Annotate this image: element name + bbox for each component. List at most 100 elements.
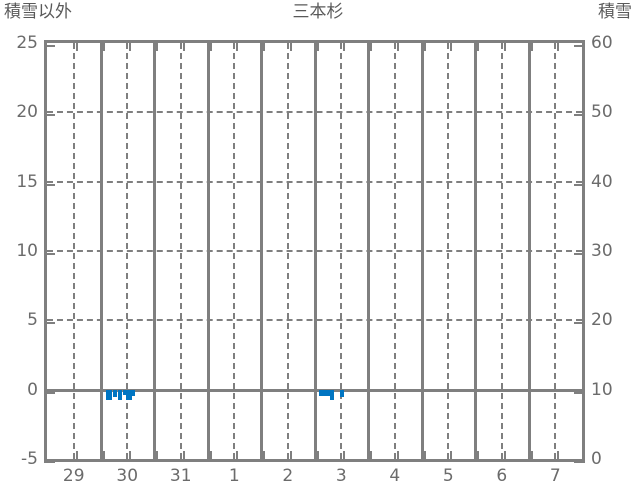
top-axis-tick	[503, 40, 506, 51]
top-axis-tick	[289, 40, 292, 51]
bottom-axis-tick	[370, 451, 372, 462]
day-boundary-gridline	[420, 43, 424, 459]
day-boundary-gridline	[474, 43, 477, 459]
bottom-axis-tick	[75, 451, 78, 462]
top-axis-tick	[129, 40, 132, 51]
plot-inner	[47, 43, 582, 459]
bar	[324, 389, 329, 396]
x-tick-label: 6	[496, 466, 508, 486]
bar	[117, 389, 122, 400]
midday-gridline	[179, 43, 182, 459]
bottom-axis-tick	[156, 451, 158, 462]
top-axis-tick	[263, 40, 265, 51]
bar	[319, 389, 324, 396]
midday-gridline	[500, 43, 503, 459]
bar	[107, 389, 112, 400]
x-tick-label: 3	[335, 466, 347, 486]
bottom-axis-tick	[263, 451, 265, 462]
right-y-tick-label: 50	[591, 102, 613, 123]
bottom-axis-tick	[182, 451, 185, 462]
left-axis-title: 積雪以外	[4, 2, 72, 22]
right-axis-tick	[574, 253, 585, 255]
top-axis-tick	[530, 40, 533, 51]
left-axis-tick	[44, 183, 55, 186]
left-axis-tick	[44, 114, 55, 117]
left-axis-tick	[44, 322, 55, 325]
x-tick-label: 30	[116, 466, 139, 486]
bottom-axis-tick	[450, 451, 453, 462]
bar	[123, 389, 128, 395]
day-boundary-gridline	[527, 43, 531, 459]
bar	[112, 389, 117, 398]
left-axis-tick	[44, 461, 55, 463]
midday-gridline	[393, 43, 396, 459]
x-tick-label: 5	[442, 466, 454, 486]
day-boundary-gridline	[313, 43, 317, 459]
day-boundary-gridline	[99, 43, 103, 459]
right-y-tick-label: 60	[591, 33, 613, 53]
bar	[128, 389, 133, 400]
left-y-tick-label: 5	[27, 310, 38, 331]
x-tick-label: 1	[228, 466, 240, 486]
right-y-tick-label: 20	[591, 310, 613, 331]
midday-gridline	[72, 43, 75, 459]
top-axis-tick	[182, 40, 185, 51]
right-y-tick-label: 40	[591, 171, 613, 192]
x-tick-label: 7	[549, 466, 561, 486]
left-axis-tick	[44, 45, 55, 47]
top-axis-tick	[236, 40, 239, 51]
bottom-axis-tick	[477, 451, 479, 462]
top-axis-tick	[102, 40, 105, 51]
left-y-tick-label: -5	[21, 449, 38, 469]
x-tick-label: 4	[389, 466, 401, 486]
left-y-tick-label: 25	[16, 33, 38, 53]
day-boundary-gridline	[260, 43, 263, 459]
bar	[105, 389, 110, 400]
right-axis-tick	[574, 322, 585, 325]
midday-gridline	[447, 43, 450, 459]
bar	[130, 389, 135, 397]
day-boundary-gridline	[153, 43, 156, 459]
midday-gridline	[340, 43, 343, 459]
top-axis-tick	[209, 40, 212, 51]
bottom-axis-tick	[236, 451, 239, 462]
right-axis-tick	[574, 45, 585, 47]
midday-gridline	[126, 43, 129, 459]
chart-title: 三本杉	[292, 2, 344, 22]
right-axis-title: 積雪	[598, 2, 632, 22]
top-axis-tick	[423, 40, 426, 51]
x-tick-label: 29	[62, 466, 85, 486]
right-axis-tick	[574, 461, 585, 463]
top-axis-tick	[316, 40, 319, 51]
left-y-tick-label: 20	[16, 102, 38, 123]
x-tick-label: 2	[282, 466, 294, 486]
midday-gridline	[233, 43, 236, 459]
left-y-tick-label: 15	[16, 171, 38, 192]
bottom-axis-tick	[129, 451, 132, 462]
top-axis-tick	[156, 40, 158, 51]
top-axis-tick	[75, 40, 78, 51]
bar	[330, 389, 335, 401]
left-axis-tick	[44, 253, 55, 255]
left-y-tick-label: 0	[27, 379, 38, 400]
right-y-tick-label: 30	[591, 241, 613, 261]
bottom-axis-tick	[557, 451, 560, 462]
bar	[339, 389, 344, 397]
left-y-axis-tick-labels: 25 20 15 10 5 0 -5	[0, 0, 38, 501]
bar	[321, 389, 326, 396]
right-y-axis-tick-labels: 60 50 40 30 20 10 0	[591, 0, 636, 501]
top-axis-tick	[343, 40, 346, 51]
right-y-tick-label: 10	[591, 379, 613, 400]
bottom-axis-tick	[209, 451, 212, 462]
bar	[126, 389, 131, 400]
left-axis-tick	[44, 391, 55, 394]
midday-gridline	[286, 43, 289, 459]
bottom-axis-tick	[343, 451, 346, 462]
bottom-axis-tick	[396, 451, 399, 462]
x-tick-label: 31	[169, 466, 192, 486]
top-axis-tick	[370, 40, 372, 51]
top-axis-tick	[396, 40, 399, 51]
right-axis-tick	[574, 114, 585, 117]
midday-gridline	[554, 43, 557, 459]
